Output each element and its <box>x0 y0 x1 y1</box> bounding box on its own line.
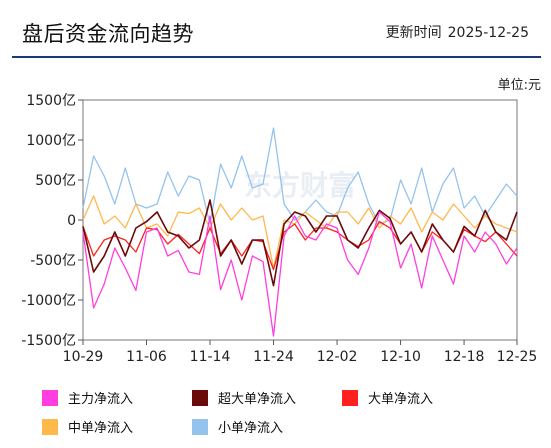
legend-item-main[interactable]: 主力净流入 <box>42 388 133 407</box>
x-tick-label: 11-24 <box>253 349 294 365</box>
legend-item-small[interactable]: 小单净流入 <box>192 417 283 436</box>
x-tick-label: 11-14 <box>190 349 231 365</box>
y-tick-label: -500亿 <box>30 253 76 269</box>
chart-header: 盘后资金流向趋势 更新时间 2025-12-25 <box>0 0 551 58</box>
x-tick-label: 11-06 <box>126 349 167 365</box>
x-tick-label: 12-25 <box>497 349 538 365</box>
unit-label: 单位:元 <box>497 78 541 93</box>
x-tick-label: 10-29 <box>63 349 104 365</box>
chart-title: 盘后资金流向趋势 <box>22 22 194 46</box>
series-line-small <box>82 127 518 225</box>
legend-label-main: 主力净流入 <box>68 392 134 407</box>
legend-label-super-large: 超大单净流入 <box>218 392 297 407</box>
update-date: 2025-12-25 <box>447 25 529 41</box>
fund-flow-chart: 东方财富 1500亿 1000亿 500亿 0 -500亿 -1000亿 -1500亿 10… <box>21 93 538 365</box>
legend-label-medium: 中单净流入 <box>68 421 134 436</box>
legend: 主力净流入 超大单净流入 大单净流入 中单净流入 小单净流入 <box>0 380 551 440</box>
legend-item-super-large[interactable]: 超大单净流入 <box>192 388 296 407</box>
y-tick-label: -1500亿 <box>21 333 76 349</box>
header-divider <box>12 56 541 58</box>
y-axis: 1500亿 1000亿 500亿 0 -500亿 -1000亿 -1500亿 <box>21 93 83 349</box>
legend-item-medium[interactable]: 中单净流入 <box>42 417 133 436</box>
watermark-text: 东方财富 <box>244 169 356 202</box>
series-lines <box>82 127 518 337</box>
x-tick-label: 12-18 <box>444 349 485 365</box>
series-line-super-large <box>82 199 518 287</box>
legend-swatch-super-large <box>192 389 208 406</box>
update-label: 更新时间 <box>385 25 442 41</box>
chart-watermark: 东方财富 <box>244 169 356 202</box>
y-tick-label: 1000亿 <box>26 133 76 149</box>
x-tick-label: 12-10 <box>380 349 421 365</box>
series-line-medium <box>82 195 518 269</box>
legend-swatch-main <box>42 389 58 406</box>
x-axis: 10-29 11-06 11-14 11-24 12-02 12-10 12-18 12-25 <box>63 340 538 365</box>
y-tick-label: 500亿 <box>35 173 76 189</box>
legend-label-small: 小单净流入 <box>218 421 284 436</box>
x-tick-label: 12-02 <box>317 349 358 365</box>
update-time: 更新时间 2025-12-25 <box>380 22 529 42</box>
legend-swatch-small <box>192 418 208 435</box>
legend-swatch-large <box>342 389 358 406</box>
y-tick-label: -1000亿 <box>21 293 76 309</box>
legend-item-large[interactable]: 大单净流入 <box>342 388 433 407</box>
y-tick-label: 0 <box>67 213 76 229</box>
legend-swatch-medium <box>42 418 58 435</box>
legend-label-large: 大单净流入 <box>368 392 434 407</box>
y-tick-label: 1500亿 <box>26 93 76 109</box>
series-line-large <box>82 220 518 271</box>
series-line-main <box>82 211 518 337</box>
